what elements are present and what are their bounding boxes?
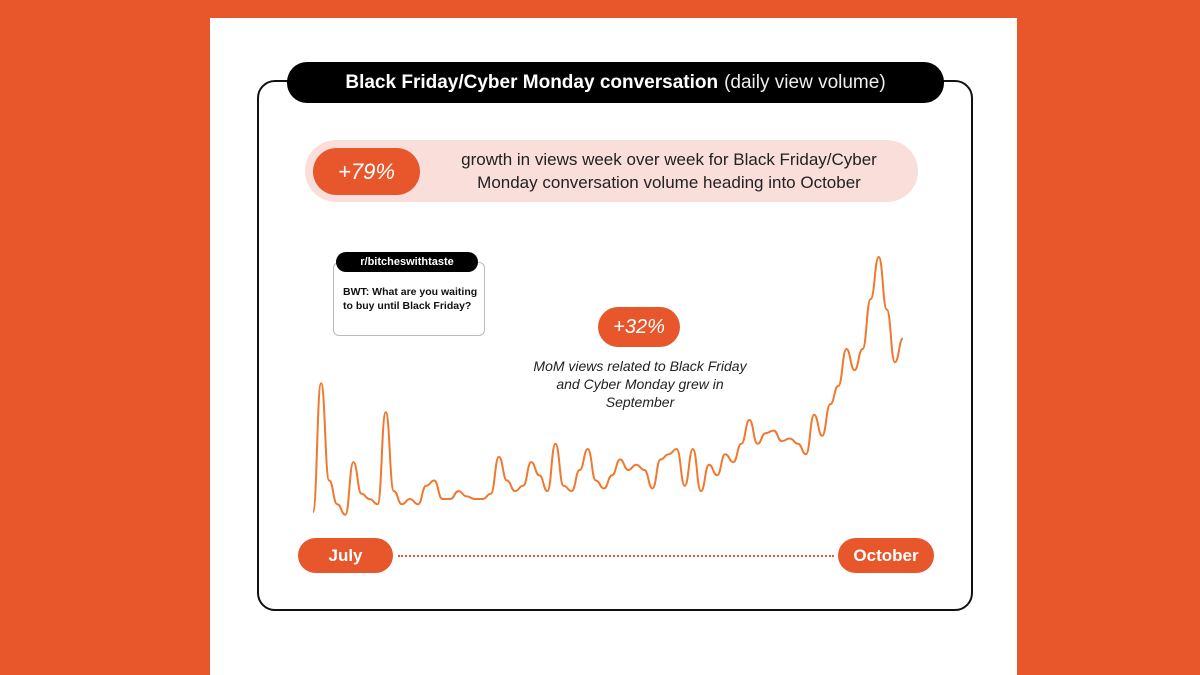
chart-title: Black Friday/Cyber Monday conversation (…: [287, 62, 944, 103]
timeline-dotted-line: [398, 555, 834, 557]
mom-annotation: MoM views related to Black Friday and Cy…: [533, 358, 747, 410]
mom-growth-badge: +32%: [598, 307, 680, 347]
title-main: Black Friday/Cyber Monday conversation: [345, 71, 719, 93]
x-start-label: July: [298, 538, 393, 573]
subreddit-tag: r/bitcheswithtaste: [336, 252, 478, 272]
wow-growth-badge: +79%: [313, 148, 420, 195]
callout-text: BWT: What are you waiting to buy until B…: [343, 286, 478, 312]
series-line: [312, 256, 904, 516]
reddit-callout: [333, 262, 485, 336]
x-end-label: October: [838, 538, 934, 573]
title-sub: (daily view volume): [724, 71, 886, 93]
banner-text: growth in views week over week for Black…: [461, 150, 877, 192]
